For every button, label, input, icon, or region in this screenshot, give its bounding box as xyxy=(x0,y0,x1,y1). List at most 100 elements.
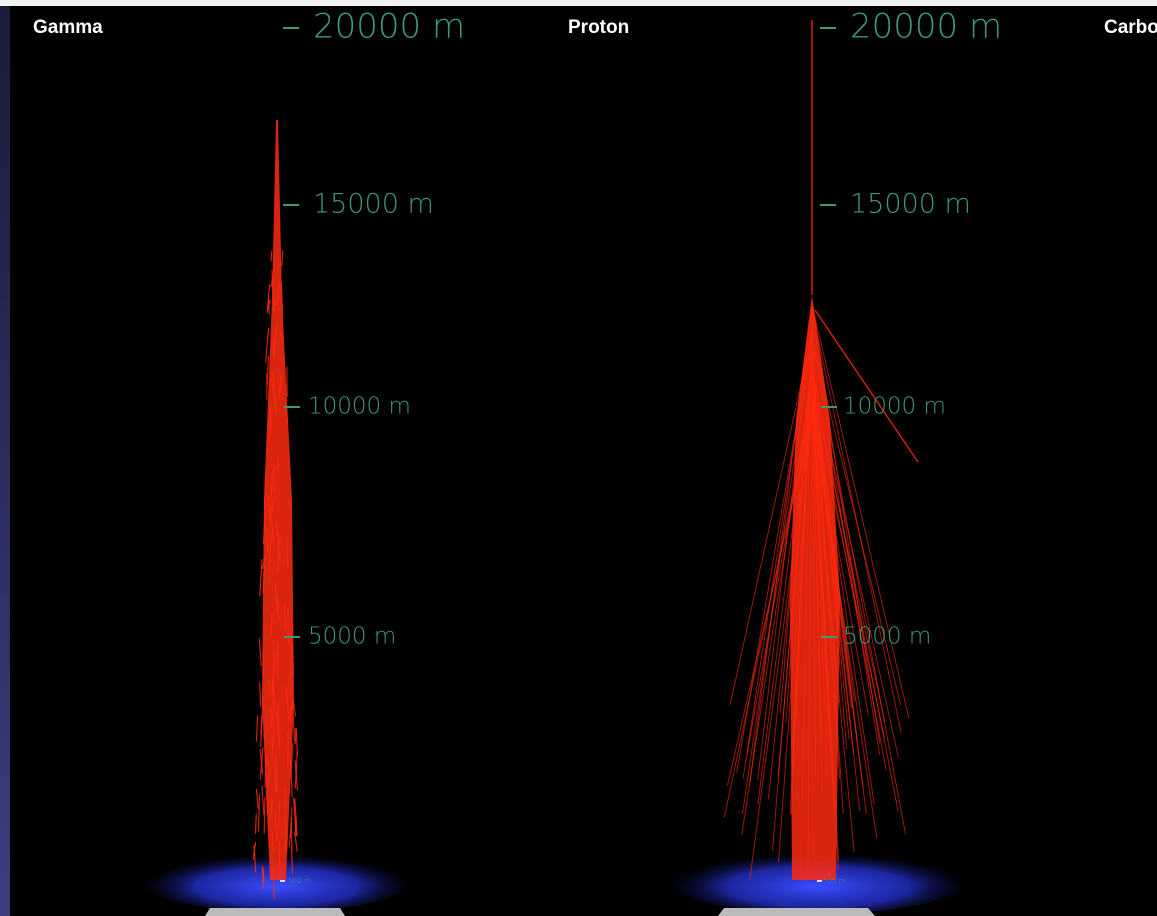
gamma-streak xyxy=(270,515,275,543)
gamma-streak xyxy=(278,718,281,748)
gamma-streak xyxy=(273,323,278,361)
proton-streak xyxy=(811,381,867,814)
panel-title: Carbo xyxy=(1104,17,1157,38)
gamma-streak xyxy=(265,327,270,363)
proton-streak xyxy=(811,308,902,733)
gamma-streak xyxy=(287,608,290,644)
gamma-streak xyxy=(260,696,264,735)
gamma-streak xyxy=(258,682,262,707)
panel-title: Proton xyxy=(568,17,629,38)
ground-plate xyxy=(718,908,875,916)
gamma-streak xyxy=(285,822,288,850)
proton-streak xyxy=(729,334,813,706)
gamma-streak xyxy=(278,842,281,876)
proton-streak xyxy=(811,368,899,758)
proton-streak xyxy=(811,382,886,722)
gamma-streak xyxy=(254,813,257,834)
gamma-streak xyxy=(259,558,263,597)
gamma-streak xyxy=(289,758,293,798)
gamma-streak xyxy=(276,521,280,561)
labels: Gamma 20000 m 15000 m 10000 m 5000 m 500 m Pro… xyxy=(33,7,1157,886)
gamma-streak xyxy=(288,499,292,510)
gamma-streak xyxy=(267,494,270,512)
gamma-streak xyxy=(265,753,269,766)
proton-streak xyxy=(746,391,813,756)
gamma-streak xyxy=(279,375,283,393)
gamma-streak xyxy=(285,540,289,566)
gamma-streak xyxy=(270,469,274,499)
gamma-streak xyxy=(281,249,284,267)
gamma-streak xyxy=(271,270,275,304)
gamma-streak xyxy=(271,724,275,757)
showers xyxy=(252,20,919,900)
gamma-streak xyxy=(278,375,282,400)
proton-streak xyxy=(811,365,817,778)
proton-streak xyxy=(811,304,910,719)
gamma-streak xyxy=(295,727,299,756)
gamma-streak xyxy=(261,865,264,889)
altitude-label: 500 m xyxy=(288,877,311,885)
proton-streak xyxy=(811,393,823,734)
gamma-streak xyxy=(266,768,271,789)
gamma-streak xyxy=(262,506,266,545)
gamma-streak xyxy=(259,747,264,780)
proton-streak xyxy=(772,362,813,851)
altitude-label: 20000 m xyxy=(850,7,1002,47)
gamma-streak xyxy=(290,846,294,874)
altitude-label: 15000 m xyxy=(313,189,434,220)
gamma-streak xyxy=(263,796,266,834)
gamma-streak xyxy=(268,415,272,443)
proton-streak xyxy=(749,411,813,880)
gamma-streak xyxy=(272,373,277,414)
gamma-streak xyxy=(272,678,276,709)
proton-streak xyxy=(741,339,813,815)
proton-streak xyxy=(811,361,861,811)
proton-streak xyxy=(736,334,813,774)
gamma-streak xyxy=(294,833,298,852)
gamma-streak xyxy=(266,284,271,314)
gamma-streak xyxy=(267,299,271,311)
gamma-streak xyxy=(269,405,272,435)
gamma-streak xyxy=(278,799,281,829)
gamma-streak xyxy=(274,582,278,610)
proton-streak xyxy=(811,336,906,835)
gamma-streak xyxy=(264,471,267,509)
proton-streak xyxy=(767,373,813,800)
gamma-streak xyxy=(275,709,279,727)
proton-streak xyxy=(811,313,881,744)
gamma-streak xyxy=(276,702,279,735)
gamma-streak xyxy=(284,837,288,851)
panel-title: Gamma xyxy=(33,17,103,38)
gamma-streak xyxy=(291,701,296,742)
gamma-streak xyxy=(258,638,262,667)
gamma-streak xyxy=(289,698,294,714)
gamma-streak xyxy=(273,760,277,794)
gamma-streak xyxy=(285,685,288,699)
gamma-streak xyxy=(272,684,274,724)
proton-streak xyxy=(779,334,813,714)
gamma-streak xyxy=(266,791,269,815)
gamma-streak xyxy=(261,556,266,570)
gamma-streak xyxy=(262,867,265,883)
gamma-streak xyxy=(261,785,265,816)
proton-streak xyxy=(811,368,841,780)
gamma-streak xyxy=(270,378,274,392)
gamma-streak xyxy=(276,278,280,306)
left-edge xyxy=(0,6,10,916)
gamma-streak xyxy=(270,250,273,262)
proton-streak xyxy=(811,326,848,750)
gamma-streak xyxy=(290,641,294,659)
gamma-streak xyxy=(271,832,274,851)
altitude-label: 5000 m xyxy=(843,624,931,650)
gamma-streak xyxy=(268,534,272,572)
proton-streak xyxy=(726,417,813,786)
altitude-label: 15000 m xyxy=(850,189,971,220)
gamma-streak xyxy=(294,798,298,836)
proton-streak xyxy=(807,399,813,877)
gamma-streak xyxy=(270,796,273,820)
gamma-streak xyxy=(292,700,297,717)
altitude-label: 500 m xyxy=(823,877,846,885)
